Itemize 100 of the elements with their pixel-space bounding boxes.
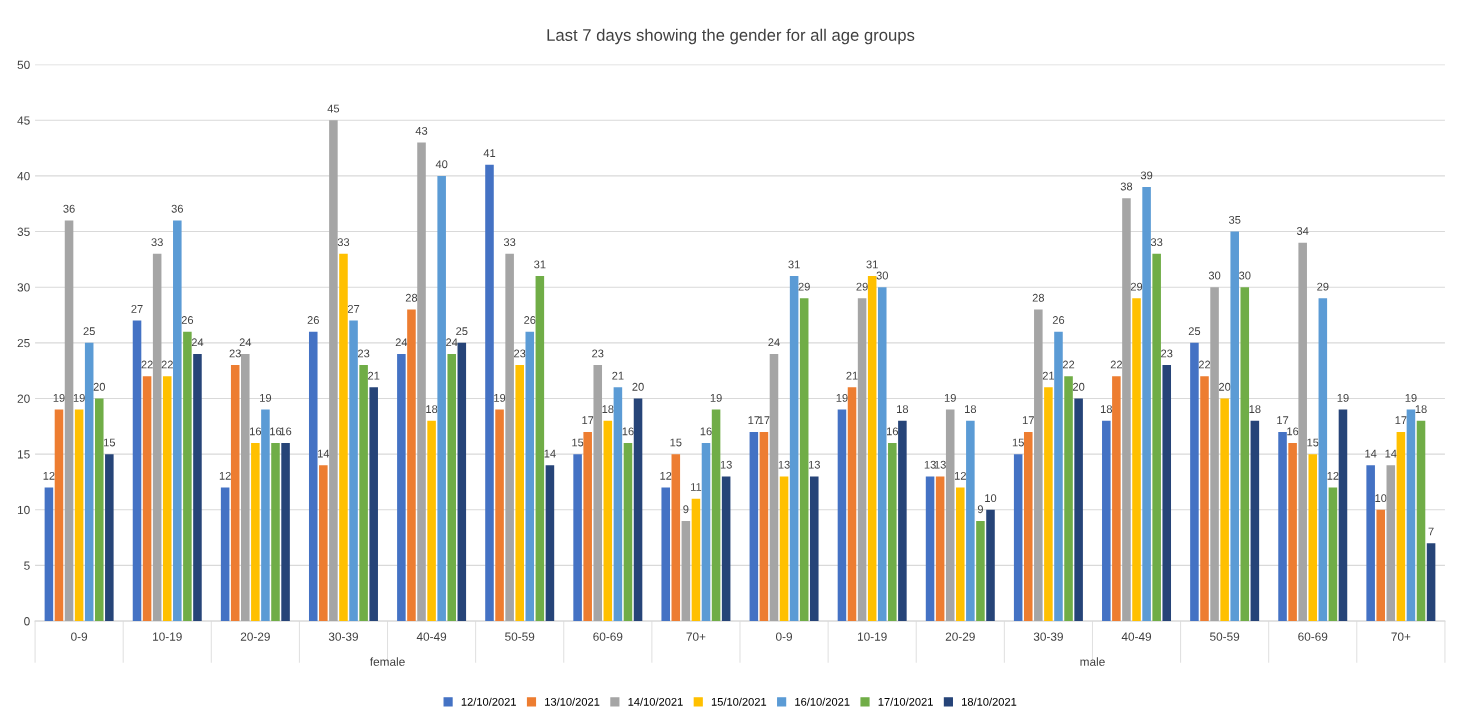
bar: [976, 520, 985, 622]
x-tick-label: 40-49: [416, 632, 447, 641]
x-tick-label: 50-59: [1210, 632, 1240, 641]
bar: [397, 353, 406, 622]
data-label: 40: [435, 160, 448, 169]
data-label: 15: [670, 438, 682, 447]
text: female: [369, 657, 405, 666]
bar: [593, 365, 603, 622]
bar: [1240, 287, 1250, 622]
x-tick-label: 50-59: [505, 632, 535, 641]
data-label: 29: [1130, 282, 1143, 291]
data-label: 20: [93, 382, 106, 391]
bar: [573, 454, 582, 622]
bar: [1338, 409, 1348, 622]
data-label: 19: [836, 394, 848, 402]
data-label: 13: [778, 460, 790, 469]
data-label: 30: [1239, 271, 1251, 280]
bar: [1023, 431, 1033, 622]
bar: [623, 443, 633, 622]
x-tick-label: 70+: [1391, 632, 1411, 641]
bar: [535, 276, 545, 622]
data-label: 39: [1140, 171, 1153, 180]
bar: [162, 376, 172, 622]
bar: [1132, 298, 1141, 622]
bar: [1210, 287, 1219, 622]
bar: [132, 320, 142, 622]
bar: [1396, 431, 1406, 622]
data-label: 26: [307, 316, 319, 324]
bar: [898, 420, 907, 622]
bar: [525, 331, 535, 622]
bar: [1074, 398, 1083, 622]
data-label: 18: [897, 405, 909, 413]
data-label: 25: [1188, 327, 1201, 336]
legend-label: 14/10/2021: [628, 697, 683, 706]
data-label: 17: [748, 416, 760, 425]
bar: [1278, 431, 1287, 622]
chart-title: Last 7 days showing the gender for all age groups: [547, 28, 915, 45]
bar: [691, 498, 701, 622]
x-tick-label: 30-39: [328, 632, 359, 641]
data-label: 15: [1012, 438, 1024, 447]
data-label: 14: [1385, 449, 1397, 458]
data-label: 17: [1022, 416, 1034, 425]
y-tick-label: 35: [17, 227, 30, 236]
data-label: 26: [181, 316, 194, 324]
bar: [44, 487, 54, 622]
bar: [220, 487, 230, 622]
bar: [1013, 454, 1023, 622]
bar: [1220, 398, 1229, 622]
data-label: 16: [280, 427, 292, 436]
bar: [54, 409, 64, 622]
x-tick-label: 10-19: [857, 632, 887, 641]
data-label: 23: [357, 349, 370, 358]
data-label: 19: [53, 394, 65, 402]
bar: [1230, 231, 1239, 622]
x-tick-label: 20-29: [240, 632, 270, 641]
y-tick-label: 15: [17, 450, 30, 459]
x-tick-label: 0-9: [71, 632, 88, 641]
data-label: 18: [965, 405, 977, 413]
data-label: 20: [632, 382, 644, 391]
legend-label: 13/10/2021: [545, 697, 600, 706]
x-tick-label: 20-29: [945, 632, 975, 641]
bar: [945, 409, 955, 622]
data-label: 13: [924, 460, 936, 469]
data-label: 17: [1395, 416, 1407, 425]
bar: [142, 376, 152, 622]
legend-label: 15/10/2021: [711, 697, 767, 706]
data-label: 16: [250, 427, 262, 436]
data-label: 16: [270, 427, 282, 436]
bar: [319, 465, 328, 622]
y-tick-label: 45: [17, 116, 30, 125]
bar: [349, 320, 358, 622]
bar: [925, 476, 935, 622]
data-label: 11: [691, 483, 702, 491]
bar: [359, 365, 368, 622]
bar: [230, 365, 240, 622]
bar: [417, 142, 426, 622]
bar: [721, 476, 731, 622]
data-label: 19: [494, 394, 506, 402]
bar: [986, 509, 995, 622]
data-label: 27: [347, 304, 360, 313]
data-label: 22: [1198, 360, 1211, 369]
data-label: 20: [1073, 382, 1085, 391]
bar: [1366, 465, 1375, 622]
bar: [1054, 331, 1063, 622]
bar: [241, 353, 250, 622]
bar: [847, 387, 857, 622]
bar: [966, 420, 975, 622]
bar: [94, 398, 104, 622]
data-label: 12: [43, 471, 55, 480]
bar: [329, 120, 338, 622]
bar: [1190, 342, 1199, 622]
y-tick-label: 50: [17, 60, 30, 70]
bar: [485, 164, 494, 622]
data-label: 14: [544, 449, 556, 458]
bar: [74, 409, 84, 622]
bar: [809, 476, 819, 622]
bar: [1288, 443, 1297, 622]
data-label: 36: [171, 204, 183, 213]
bar: [427, 420, 436, 622]
data-label: 29: [1317, 282, 1329, 291]
